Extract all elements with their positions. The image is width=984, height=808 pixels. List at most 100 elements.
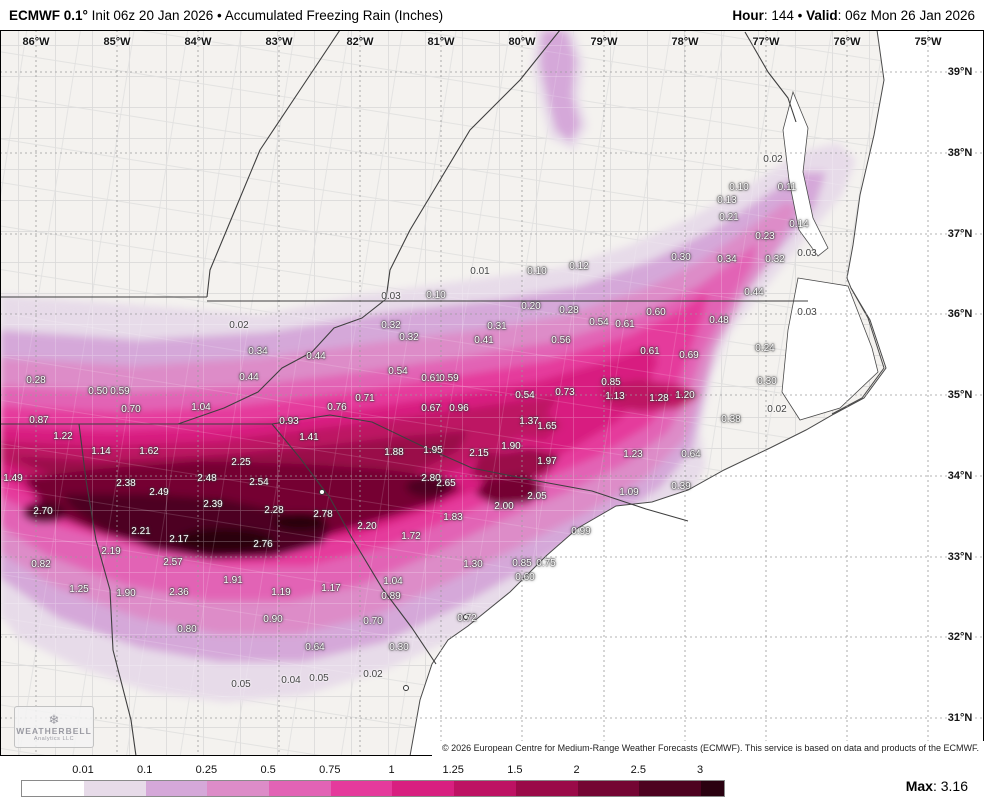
map-value-label: 0.03 xyxy=(381,291,401,302)
map-value-label: 2.65 xyxy=(436,478,456,489)
longitude-label: 78°W xyxy=(671,36,699,48)
legend-segment xyxy=(145,781,208,796)
map-value-label: 2.57 xyxy=(163,557,183,568)
map-value-label: 0.30 xyxy=(671,252,691,263)
legend-tick-label: 1.25 xyxy=(442,764,464,776)
map-value-label: 0.54 xyxy=(388,366,408,377)
map-value-label: 1.88 xyxy=(384,447,404,458)
map-labels-layer: 0.01 0.10 0.12 0.03 0.10 0.20 0.28 0.54 0.61 0.60… xyxy=(0,30,984,756)
latitude-label: 34°N xyxy=(947,470,973,482)
map-value-label: 0.60 xyxy=(646,307,666,318)
map-value-label: 0.50 xyxy=(88,386,108,397)
map-value-label: 1.90 xyxy=(116,588,136,599)
map-value-label: 1.83 xyxy=(443,512,463,523)
legend-tick-label: 0.75 xyxy=(319,764,341,776)
map-value-label: 2.17 xyxy=(169,534,189,545)
map-value-label: 1.41 xyxy=(299,432,319,443)
map-value-label: 0.64 xyxy=(305,642,325,653)
map-value-label: 0.30 xyxy=(389,642,409,653)
map-value-label: 2.39 xyxy=(203,499,223,510)
legend-segment xyxy=(515,781,578,796)
longitude-label: 83°W xyxy=(265,36,293,48)
map-value-label: 0.73 xyxy=(555,387,575,398)
map-value-label: 2.80 xyxy=(421,473,441,484)
map-value-label: 0.41 xyxy=(474,335,494,346)
hour-label: Hour xyxy=(732,7,764,23)
legend-tick-label: 3 xyxy=(696,764,704,776)
map-value-label: 0.70 xyxy=(121,404,141,415)
map-value-label: 0.87 xyxy=(29,415,49,426)
map-value-label: 0.85 xyxy=(601,377,621,388)
chesapeake-bay xyxy=(782,90,829,257)
model-name: ECMWF 0.1° xyxy=(9,7,88,23)
map-value-label: 1.37 xyxy=(519,416,539,427)
map-value-label: 1.97 xyxy=(537,456,557,467)
map-value-label: 1.04 xyxy=(383,576,403,587)
map-value-label: 0.10 xyxy=(527,266,547,277)
map-value-label: 0.13 xyxy=(717,195,737,206)
map-value-label: 0.99 xyxy=(571,526,591,537)
map-value-label: 0.82 xyxy=(31,559,51,570)
legend-segment xyxy=(330,781,393,796)
map-value-label: 1.17 xyxy=(321,583,341,594)
map-value-label: 0.32 xyxy=(765,254,785,265)
map-value-label: 0.02 xyxy=(763,154,783,165)
map-value-label: 0.02 xyxy=(363,669,383,680)
map-value-label: 1.95 xyxy=(423,445,443,456)
map-value-label: 0.44 xyxy=(744,287,764,298)
map-value-label: 0.34 xyxy=(717,254,737,265)
longitude-label: 82°W xyxy=(346,36,374,48)
snowflake-icon: ❄ xyxy=(48,711,60,727)
map-value-label: 1.72 xyxy=(401,531,421,542)
legend-tick-label: 0.25 xyxy=(195,764,218,776)
map-value-label: 0.32 xyxy=(399,332,419,343)
map-value-label: 0.10 xyxy=(426,290,446,301)
map-value-label: 0.56 xyxy=(551,335,571,346)
map-value-label: 0.28 xyxy=(26,375,46,386)
ocean xyxy=(409,30,984,756)
map-value-label: 1.91 xyxy=(223,575,243,586)
legend-tick-label: 0.01 xyxy=(72,764,94,776)
forecast-time: Hour: 144 • Valid: 06z Mon 26 Jan 2026 xyxy=(732,8,975,23)
map-value-label: 2.28 xyxy=(264,505,284,516)
map-value-label: 0.89 xyxy=(381,591,401,602)
map-value-label: 1.90 xyxy=(501,441,521,452)
map-value-label: 2.36 xyxy=(169,587,189,598)
max-sep: : xyxy=(932,778,941,794)
map-value-label: 0.05 xyxy=(231,679,251,690)
legend-segment xyxy=(269,781,331,796)
map-value-label: 0.11 xyxy=(777,182,797,193)
legend-segment xyxy=(207,781,270,796)
map-value-label: 1.20 xyxy=(675,390,695,401)
map-value-label: 2.38 xyxy=(116,478,136,489)
map-value-label: 0.02 xyxy=(229,320,249,331)
map-value-label: 0.69 xyxy=(679,350,699,361)
map-value-label: 0.93 xyxy=(279,416,299,427)
max-value: 3.16 xyxy=(940,778,968,794)
map-value-label: 0.61 xyxy=(615,319,635,330)
map-value-label: 2.05 xyxy=(527,491,547,502)
legend-segment xyxy=(639,781,701,796)
map-value-label: 0.03 xyxy=(797,248,817,259)
longitude-label: 80°W xyxy=(508,36,536,48)
map-value-label: 0.23 xyxy=(755,231,775,242)
map-value-label: 0.90 xyxy=(263,614,283,625)
map-value-label: 0.64 xyxy=(681,449,701,460)
valid-value: : 06z Mon 26 Jan 2026 xyxy=(837,7,975,23)
latitude-label: 33°N xyxy=(947,551,973,563)
map-value-label: 0.67 xyxy=(421,403,441,414)
weatherbell-logo: ❄ WEATHERBELL Analytics LLC xyxy=(14,706,94,748)
map-value-label: 0.60 xyxy=(515,572,535,583)
map-value-label: 2.21 xyxy=(131,526,151,537)
map-value-label: 0.20 xyxy=(521,301,541,312)
map-value-label: 1.09 xyxy=(619,487,639,498)
legend-tick-label: 2.5 xyxy=(630,764,646,776)
longitude-label: 77°W xyxy=(752,36,780,48)
map-value-label: 0.61 xyxy=(640,346,660,357)
map-value-label: 1.25 xyxy=(69,584,89,595)
map-area: 0.01 0.10 0.12 0.03 0.10 0.20 0.28 0.54 0.61 0.60… xyxy=(0,30,984,756)
latitude-label: 31°N xyxy=(947,712,973,724)
map-value-label: 1.30 xyxy=(463,559,483,570)
map-value-label: 2.70 xyxy=(33,506,53,517)
map-value-label: 2.00 xyxy=(494,501,514,512)
